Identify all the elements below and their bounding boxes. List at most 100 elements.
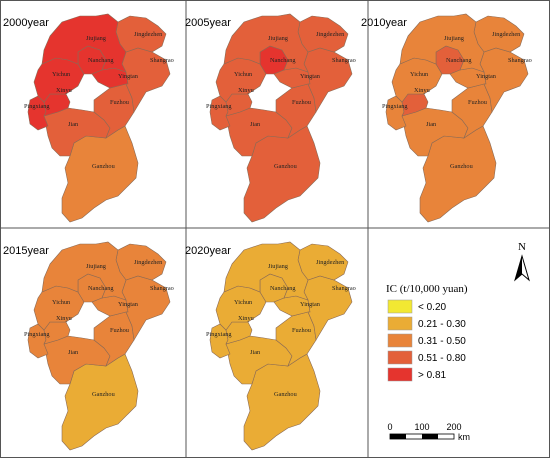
city-label-pingxiang: Pingxiang [24, 331, 50, 338]
panel-title: 2000year [3, 17, 49, 29]
city-label-jian: Jian [250, 121, 261, 128]
region-xinyu [43, 93, 71, 117]
region-shangrao [479, 47, 529, 113]
city-label-pingxiang: Pingxiang [206, 103, 232, 110]
city-label-yichun: Yichun [234, 299, 253, 306]
city-label-ganzhou: Ganzhou [274, 163, 298, 170]
city-label-yichun: Yichun [410, 71, 429, 78]
city-label-nanchang: Nanchang [270, 285, 296, 292]
city-label-xinyu: Xinyu [414, 87, 431, 94]
legend-swatch [387, 367, 413, 382]
legend-swatch [387, 333, 413, 348]
map-panel-4: 2015year Jiujiang Jingdezhen Shangrao Nancha… [3, 241, 174, 451]
city-label-ganzhou: Ganzhou [274, 391, 298, 398]
city-label-yichun: Yichun [52, 299, 71, 306]
city-label-jiujiang: Jiujiang [268, 263, 289, 270]
region-jiujiang [41, 13, 127, 73]
scale-tick-0: 0 [387, 422, 392, 432]
scale-tick-2: 200 [446, 422, 461, 432]
legend-label: > 0.81 [418, 370, 447, 381]
panel-title: 2015year [3, 245, 49, 257]
legend: IC (t/10,000 yuan) < 0.20 0.21 - 0.30 0.31… [386, 283, 468, 382]
city-label-jian: Jian [68, 121, 79, 128]
city-label-ganzhou: Ganzhou [92, 163, 116, 170]
city-label-jingdezhen: Jingdezhen [492, 31, 521, 38]
city-label-fuzhou: Fuzhou [292, 327, 312, 334]
city-label-xinyu: Xinyu [238, 87, 255, 94]
legend-swatch [387, 299, 413, 314]
city-label-yingtan: Yingtan [118, 73, 139, 80]
city-label-ganzhou: Ganzhou [450, 163, 474, 170]
city-label-shangrao: Shangrao [150, 57, 174, 64]
north-arrow-label: N [518, 241, 526, 253]
region-jiujiang [223, 241, 309, 301]
map-panel-3: 2010year Jiujiang Jingdezhen Shangrao Nancha… [361, 13, 532, 223]
city-label-yichun: Yichun [52, 71, 71, 78]
city-label-pingxiang: Pingxiang [206, 331, 232, 338]
legend-swatch [387, 316, 413, 331]
panel-title: 2020year [185, 245, 231, 257]
legend-title: IC (t/10,000 yuan) [386, 283, 468, 295]
city-label-jiujiang: Jiujiang [268, 35, 289, 42]
legend-label: 0.51 - 0.80 [418, 353, 466, 364]
city-label-jian: Jian [68, 349, 79, 356]
city-label-xinyu: Xinyu [238, 315, 255, 322]
region-jiujiang [41, 241, 127, 301]
scale-bar: 0 100 200 km [387, 422, 470, 442]
city-label-fuzhou: Fuzhou [468, 99, 488, 106]
region-shangrao [121, 275, 171, 341]
city-label-yichun: Yichun [234, 71, 253, 78]
city-label-jingdezhen: Jingdezhen [316, 259, 345, 266]
city-label-jian: Jian [250, 349, 261, 356]
city-label-jingdezhen: Jingdezhen [316, 31, 345, 38]
north-arrow: N [514, 241, 530, 282]
city-label-shangrao: Shangrao [150, 285, 174, 292]
scale-tick-1: 100 [414, 422, 429, 432]
city-label-yingtan: Yingtan [118, 301, 139, 308]
legend-label: 0.21 - 0.30 [418, 319, 466, 330]
region-xinyu [43, 321, 71, 345]
city-label-pingxiang: Pingxiang [24, 103, 50, 110]
city-label-nanchang: Nanchang [270, 57, 296, 64]
region-jiujiang [399, 13, 485, 73]
city-label-yingtan: Yingtan [300, 301, 321, 308]
region-shangrao [303, 275, 353, 341]
city-label-jiujiang: Jiujiang [86, 263, 107, 270]
city-label-jiujiang: Jiujiang [444, 35, 465, 42]
city-label-yingtan: Yingtan [476, 73, 497, 80]
region-xinyu [225, 93, 253, 117]
region-jiujiang [223, 13, 309, 73]
city-label-fuzhou: Fuzhou [292, 99, 312, 106]
city-label-nanchang: Nanchang [88, 285, 114, 292]
city-label-shangrao: Shangrao [332, 57, 356, 64]
region-xinyu [401, 93, 429, 117]
city-label-fuzhou: Fuzhou [110, 327, 130, 334]
map-panel-1: 2000year Jiujiang Jingdezhen Shangrao Nancha… [3, 13, 174, 223]
city-label-xinyu: Xinyu [56, 87, 73, 94]
city-label-jingdezhen: Jingdezhen [134, 31, 163, 38]
city-label-nanchang: Nanchang [88, 57, 114, 64]
city-label-nanchang: Nanchang [446, 57, 472, 64]
panel-title: 2005year [185, 17, 231, 29]
city-label-fuzhou: Fuzhou [110, 99, 130, 106]
legend-label: < 0.20 [418, 302, 447, 313]
region-shangrao [303, 47, 353, 113]
map-panel-5: 2020year Jiujiang Jingdezhen Shangrao Nancha… [185, 241, 356, 451]
city-label-jiujiang: Jiujiang [86, 35, 107, 42]
city-label-shangrao: Shangrao [508, 57, 532, 64]
region-shangrao [121, 47, 171, 113]
region-xinyu [225, 321, 253, 345]
city-label-shangrao: Shangrao [332, 285, 356, 292]
city-label-pingxiang: Pingxiang [382, 103, 408, 110]
city-label-xinyu: Xinyu [56, 315, 73, 322]
legend-swatch [387, 350, 413, 365]
panel-title: 2010year [361, 17, 407, 29]
city-label-ganzhou: Ganzhou [92, 391, 116, 398]
city-label-jian: Jian [426, 121, 437, 128]
legend-label: 0.31 - 0.50 [418, 336, 466, 347]
scale-unit: km [458, 432, 470, 442]
city-label-yingtan: Yingtan [300, 73, 321, 80]
city-label-jingdezhen: Jingdezhen [134, 259, 163, 266]
map-panel-2: 2005year Jiujiang Jingdezhen Shangrao Nancha… [185, 13, 356, 223]
